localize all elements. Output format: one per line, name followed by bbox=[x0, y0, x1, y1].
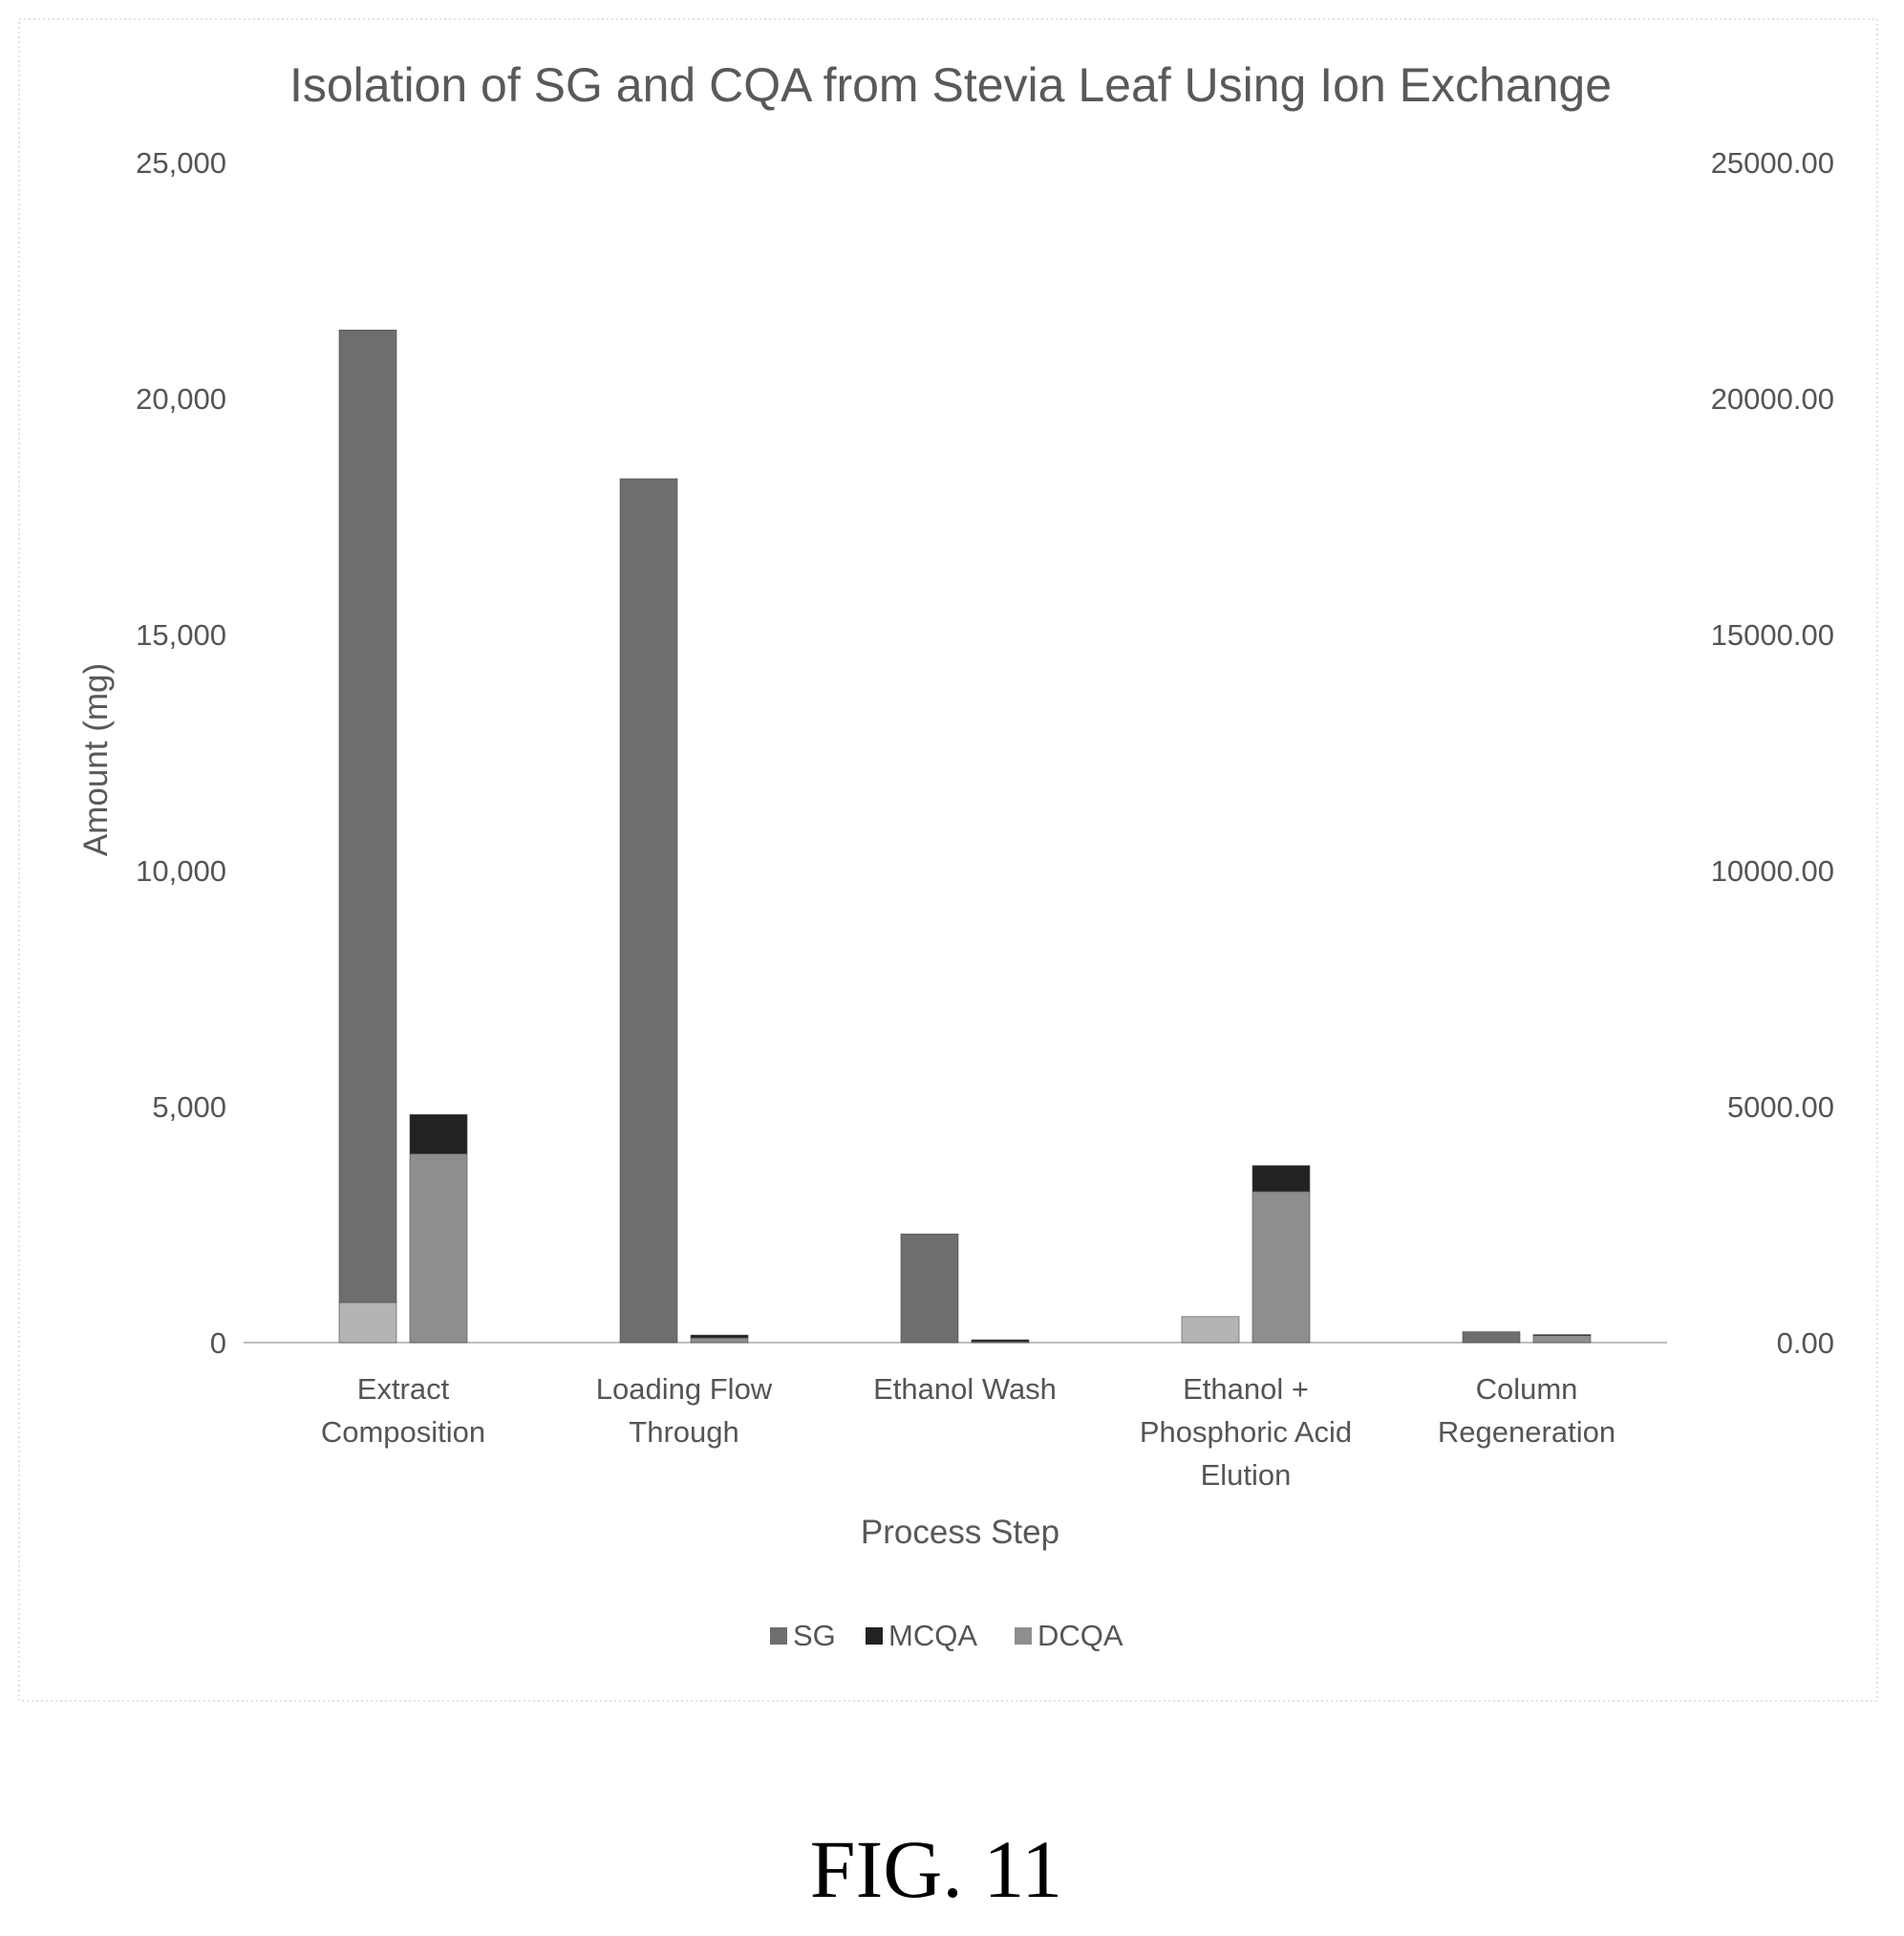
cqa-bar-segment-dcqa bbox=[1252, 1191, 1311, 1344]
cqa-bar-segment-mcqa bbox=[690, 1334, 749, 1339]
category-label: Column bbox=[1476, 1372, 1578, 1406]
y-tick-label-right: 10000.00 bbox=[1711, 854, 1834, 888]
bars bbox=[338, 330, 1592, 1344]
legend-label-mcqa: MCQA bbox=[888, 1619, 977, 1652]
cqa-bar-segment-dcqa bbox=[690, 1337, 749, 1344]
cqa-bar-segment-dcqa bbox=[1532, 1335, 1592, 1344]
sg-bar-segment-lower bbox=[1181, 1316, 1240, 1344]
sg-bar-segment-sg bbox=[619, 478, 678, 1344]
y-tick-label-left: 10,000 bbox=[136, 854, 226, 888]
category-label: Regeneration bbox=[1438, 1415, 1615, 1449]
legend-swatch-mcqa bbox=[866, 1627, 883, 1645]
y-tick-label-left: 20,000 bbox=[136, 382, 226, 416]
sg-bar-segment-sg bbox=[338, 330, 397, 1303]
cqa-bar-segment-mcqa bbox=[409, 1114, 468, 1154]
cqa-bar-segment-dcqa bbox=[409, 1153, 468, 1344]
legend-label-dcqa: DCQA bbox=[1038, 1619, 1123, 1652]
y-axis-left-ticks: 0 5,000 10,000 15,000 20,000 25,000 bbox=[136, 146, 226, 1360]
legend: SG MCQA DCQA bbox=[770, 1619, 1123, 1652]
y-tick-label-right: 0.00 bbox=[1777, 1326, 1834, 1360]
category-label: Ethanol + bbox=[1183, 1372, 1309, 1406]
category-label: Phosphoric Acid bbox=[1140, 1415, 1352, 1449]
y-tick-label-left: 5,000 bbox=[152, 1090, 226, 1124]
category-label: Through bbox=[629, 1415, 738, 1449]
legend-swatch-sg bbox=[770, 1627, 787, 1645]
category-label: Composition bbox=[321, 1415, 485, 1449]
category-label: Loading Flow bbox=[596, 1372, 773, 1406]
cqa-bar-segment-mcqa bbox=[971, 1339, 1030, 1343]
sg-bar-segment-sg bbox=[900, 1234, 959, 1344]
sg-bar-segment-sg bbox=[1462, 1331, 1521, 1344]
x-axis-title: Process Step bbox=[861, 1514, 1059, 1551]
category-labels: Extract Composition Loading Flow Through Eth… bbox=[321, 1372, 1615, 1492]
y-tick-label-left: 25,000 bbox=[136, 146, 226, 180]
y-tick-label-right: 5000.00 bbox=[1727, 1090, 1834, 1124]
sg-bar-segment-lower bbox=[338, 1301, 397, 1344]
cqa-bar-segment-mcqa bbox=[1532, 1334, 1592, 1336]
legend-swatch-dcqa bbox=[1015, 1627, 1032, 1645]
chart-area-border bbox=[18, 18, 1878, 1702]
chart-title: Isolation of SG and CQA from Stevia Leaf… bbox=[289, 58, 1612, 112]
cqa-bar-segment-mcqa bbox=[1252, 1165, 1311, 1193]
y-tick-label-right: 20000.00 bbox=[1711, 382, 1834, 416]
y-axis-right-ticks: 0.00 5000.00 10000.00 15000.00 20000.00 25000… bbox=[1711, 146, 1834, 1360]
legend-label-sg: SG bbox=[793, 1619, 836, 1652]
figure-caption: FIG. 11 bbox=[810, 1823, 1062, 1915]
y-tick-label-right: 15000.00 bbox=[1711, 618, 1834, 652]
y-tick-label-left: 0 bbox=[210, 1326, 226, 1360]
y-tick-label-left: 15,000 bbox=[136, 618, 226, 652]
category-label: Elution bbox=[1201, 1458, 1292, 1492]
category-label: Extract bbox=[357, 1372, 450, 1406]
category-label: Ethanol Wash bbox=[873, 1372, 1057, 1406]
y-tick-label-right: 25000.00 bbox=[1711, 146, 1834, 180]
y-axis-title: Amount (mg) bbox=[77, 663, 115, 856]
